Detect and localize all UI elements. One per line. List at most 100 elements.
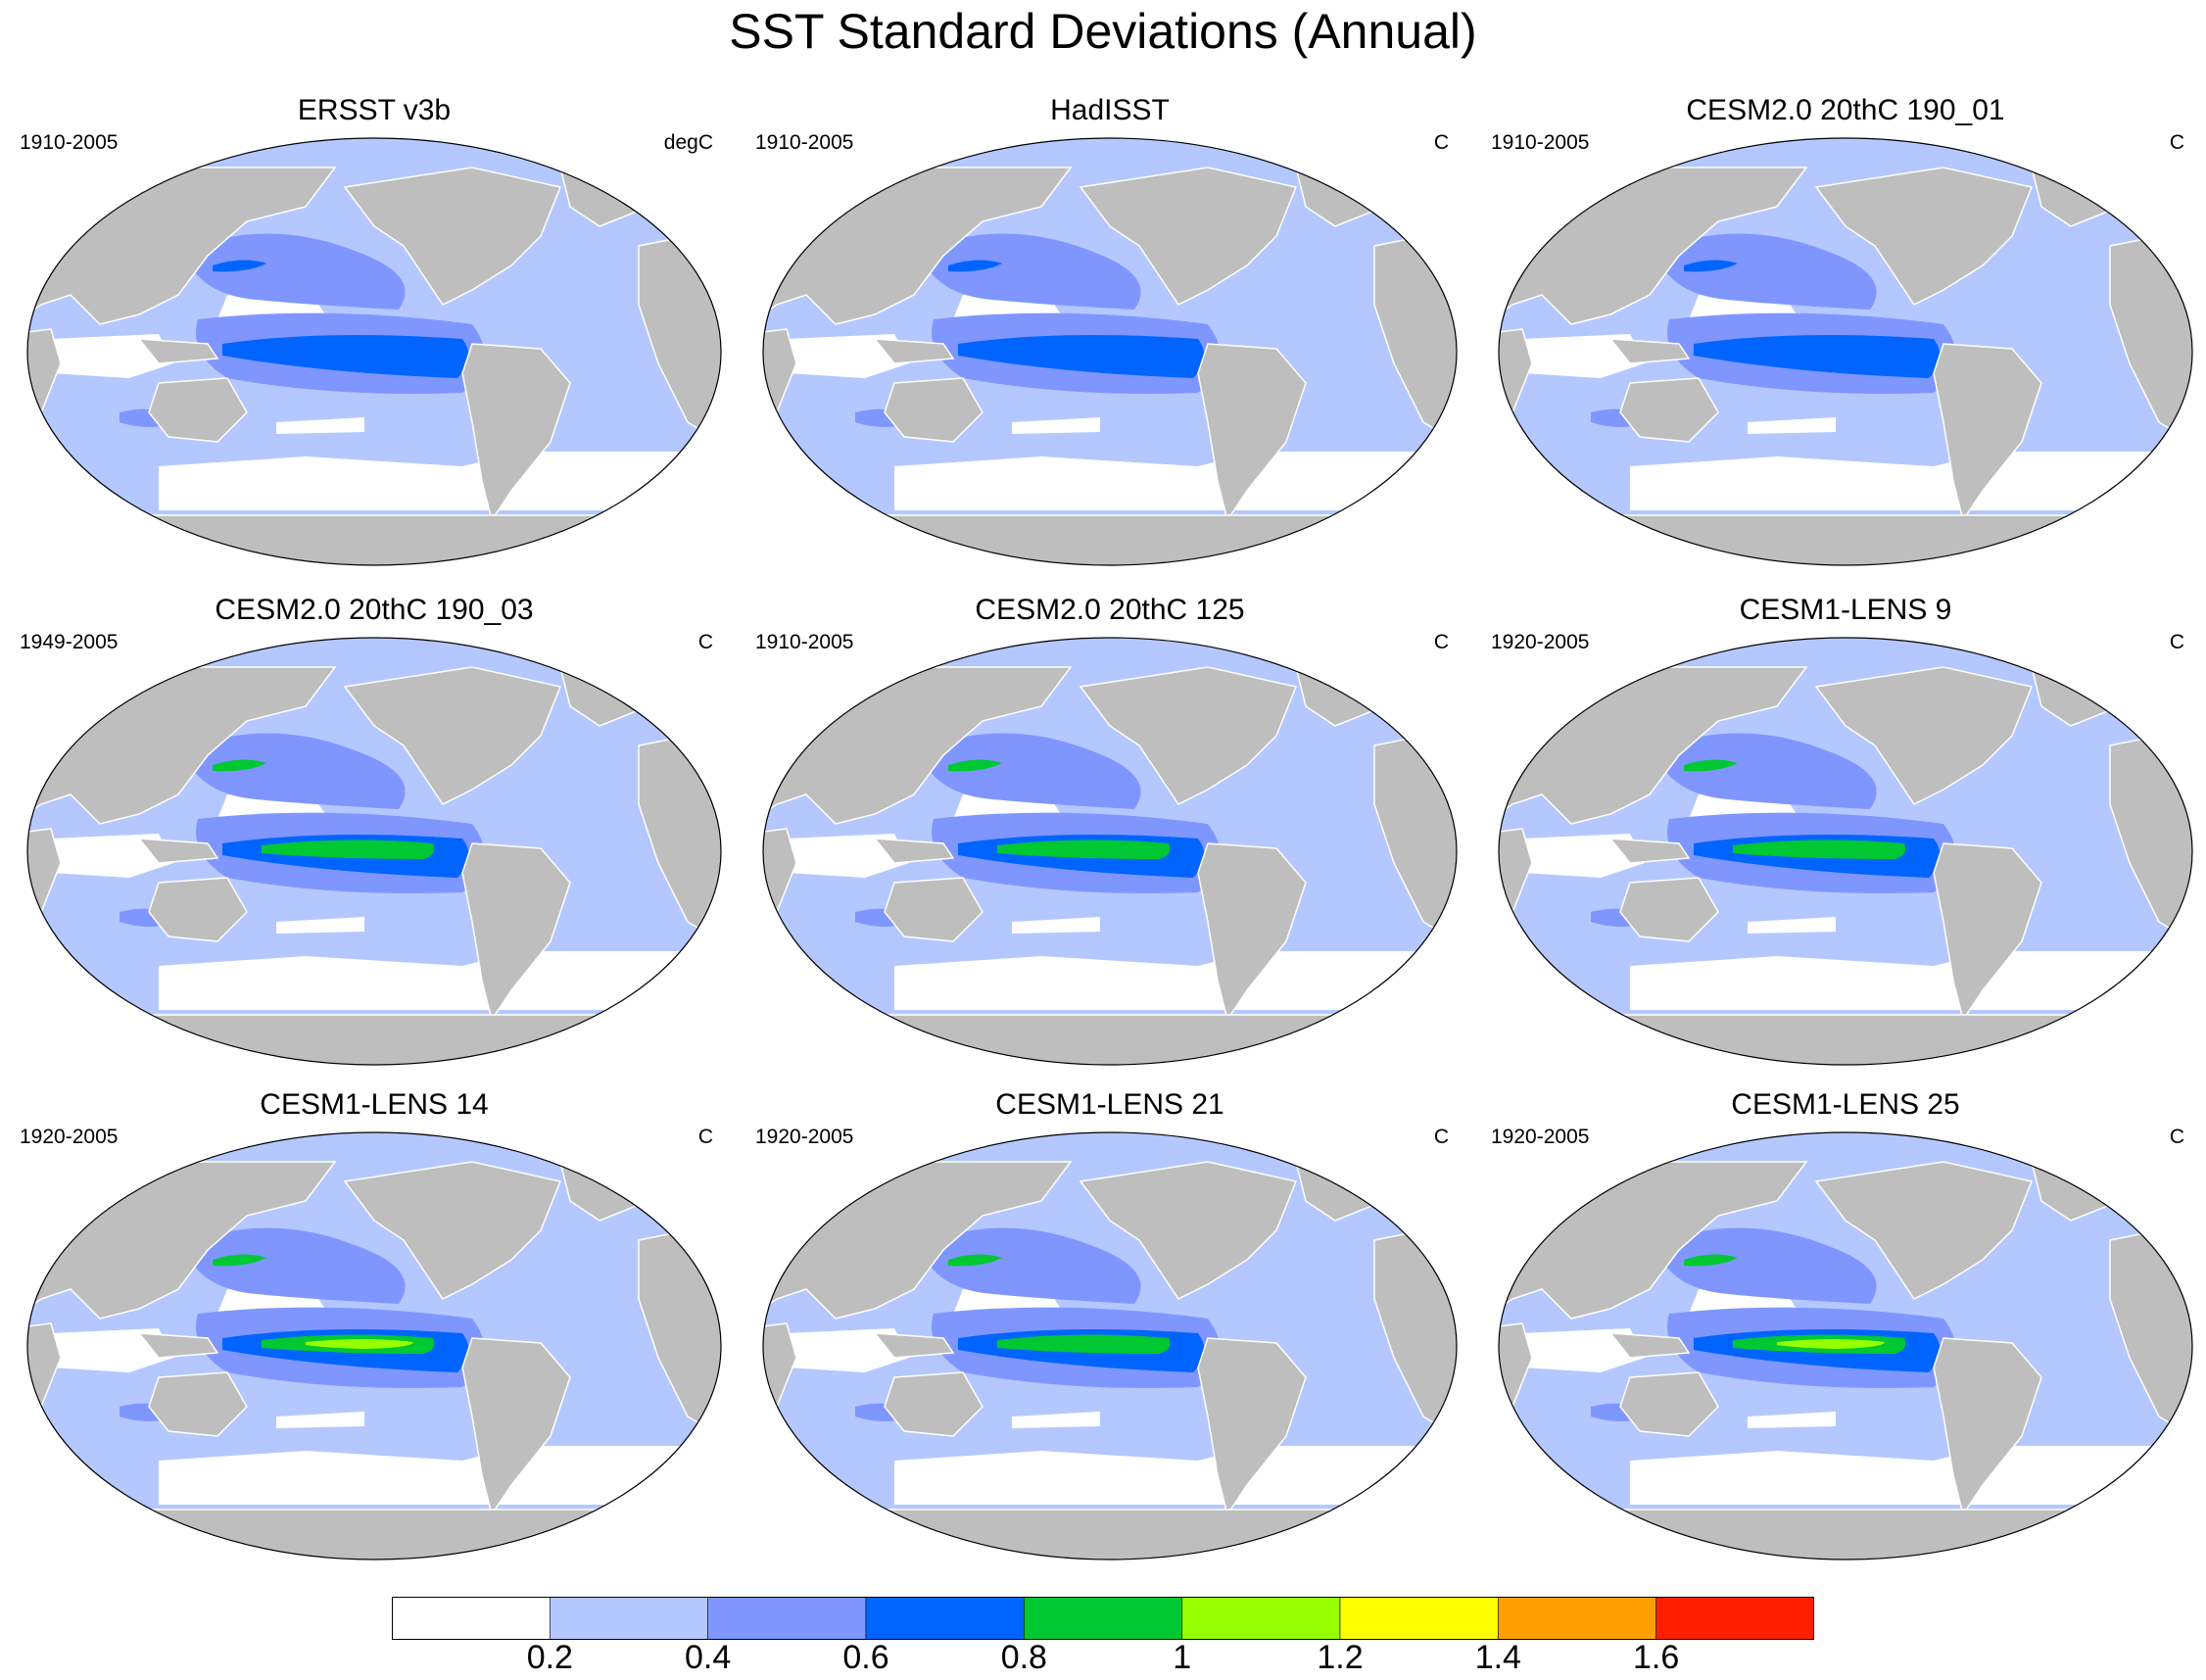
map-outline [26,637,722,1066]
low-variability-region [51,834,173,878]
map-outline [762,637,1458,1066]
kuroshio-hotspot [1684,759,1738,772]
land-mass [763,828,797,924]
low-variability-region [159,951,717,1010]
land-mass [1197,343,1307,522]
colorbar-tick-label: 0.4 [685,1639,732,1676]
colorbar-tick-label: 1.4 [1474,1639,1521,1676]
colorbar [392,1597,1814,1640]
land-mass [137,838,219,864]
colorbar-swatch [1655,1597,1814,1640]
land-mass [884,1371,983,1437]
land-mass [884,377,983,443]
colorbar-tick-label: 0.2 [526,1639,573,1676]
land-mass [1079,1161,1298,1300]
land-mass [1499,828,1533,924]
panel-period-label: 1949-2005 [20,631,119,653]
kuroshio-hotspot [213,260,266,272]
colorbar-tick-label: 0.6 [842,1639,889,1676]
colorbar-swatch [865,1597,1025,1640]
low-variability-region [894,452,1453,510]
kuroshio-hotspot [948,1254,1002,1267]
low-variability-region [1012,917,1100,934]
low-variability-region [787,834,909,878]
low-variability-region [1012,1412,1100,1428]
moderate-variability-region [1654,233,1877,310]
moderate-variability-region [183,733,406,809]
land-mass [1814,1161,2034,1300]
low-variability-region [159,1446,717,1505]
land-mass [1079,167,1298,306]
land-mass [1499,328,1533,424]
map-outline [762,137,1458,566]
sst-map [1498,637,2193,1066]
land-mass [1197,1337,1307,1516]
land-mass [461,1337,571,1516]
colorbar-swatch [707,1597,867,1640]
moderate-variability-region [919,233,1141,310]
land-mass [461,842,571,1022]
enso-tongue-outer [222,335,469,378]
low-variability-region [1748,1412,1836,1428]
low-variability-region [1630,951,2188,1010]
moderate-variability-region [919,733,1141,809]
land-mass [763,1014,1457,1065]
colorbar-swatch [1339,1597,1499,1640]
low-variability-region [276,1412,364,1428]
land-mass [1499,514,2192,565]
panel-units-label: C [2169,131,2184,154]
land-mass [27,828,62,924]
moderate-variability-region [183,1227,406,1304]
land-mass [148,377,248,443]
low-variability-region [787,334,909,378]
panel-title: CESM2.0 20thC 190_03 [215,594,534,626]
land-mass [1814,167,2034,306]
moderate-variability-region [183,233,406,310]
panel-title: CESM1-LENS 25 [1731,1088,1960,1121]
kuroshio-hotspot [1684,1254,1738,1267]
map-panel: CESM2.0 20thC 125 1910-2005 C [747,593,1472,1082]
moderate-variability-region [919,1227,1141,1304]
panel-title: ERSST v3b [297,94,452,126]
map-panel: CESM1-LENS 14 1920-2005 C [12,1087,737,1577]
land-mass [1933,842,2042,1022]
map-outline [26,1131,722,1560]
map-panel: CESM2.0 20thC 190_03 1949-2005 C [12,593,737,1082]
panel-period-label: 1920-2005 [20,1126,119,1148]
land-mass [1499,1322,1533,1418]
colorbar-swatch [1181,1597,1341,1640]
land-mass [884,877,983,942]
enso-tongue-core [262,840,435,859]
land-mass [27,1014,721,1065]
panel-units-label: C [1433,631,1449,653]
panel-title: CESM2.0 20thC 125 [975,594,1245,626]
panel-title: HadISST [1050,94,1170,126]
map-panel: ERSST v3b 1910-2005 degC [12,93,737,583]
land-mass [137,338,219,364]
kuroshio-hotspot [948,260,1002,272]
sst-map [26,1131,722,1560]
enso-tongue-outer [1694,335,1941,378]
land-mass [27,328,62,424]
land-mass [1608,838,1691,864]
land-mass [873,1332,955,1359]
land-mass [343,666,562,805]
map-outline [1498,1131,2193,1560]
land-mass [763,1322,797,1418]
kuroshio-hotspot [1684,260,1738,272]
enso-tongue-peak [1777,1339,1885,1349]
colorbar-tick-label: 0.8 [1000,1639,1047,1676]
enso-tongue-core [997,1334,1171,1354]
colorbar-tick-label: 1.6 [1633,1639,1680,1676]
low-variability-region [51,1328,173,1372]
panel-units-label: C [697,631,713,653]
map-panel: CESM1-LENS 21 1920-2005 C [747,1087,1472,1577]
sst-map [762,137,1458,566]
low-variability-region [1630,1446,2188,1505]
colorbar-tick-label: 1 [1173,1639,1192,1676]
sst-map [762,637,1458,1066]
enso-tongue-core [997,840,1171,859]
panel-title: CESM1-LENS 14 [260,1088,489,1121]
low-variability-region [276,917,364,934]
colorbar-swatch [1498,1597,1656,1640]
